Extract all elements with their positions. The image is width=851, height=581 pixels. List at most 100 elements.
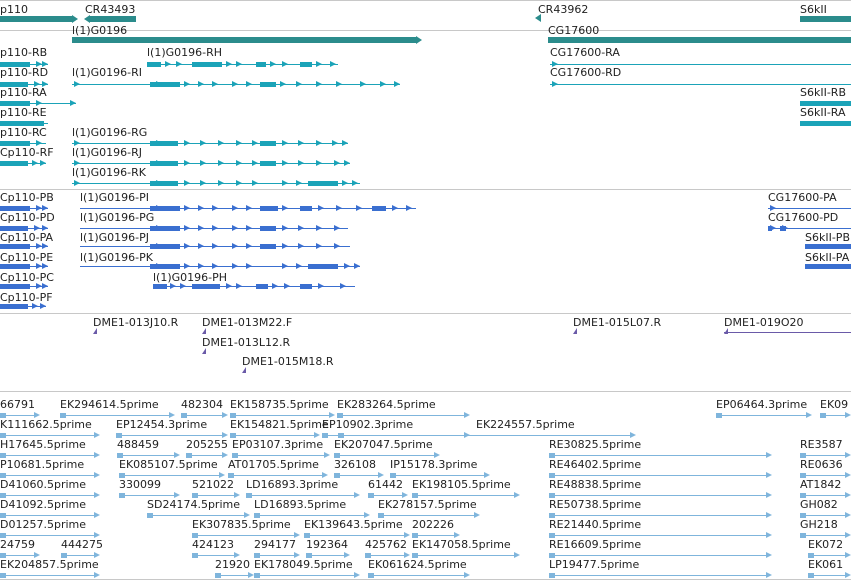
feature-label: IP15178.3prime (390, 458, 478, 471)
strand-arrow (766, 512, 772, 518)
strand-arrow (34, 552, 40, 558)
intron-line (0, 555, 36, 556)
feature-label: EK09 (820, 398, 849, 411)
strand-arrow (198, 243, 204, 249)
strand-arrow (316, 225, 322, 231)
clone-marker (242, 367, 246, 373)
exon-block (800, 513, 806, 518)
feature-label: l(1)G0196-RK (72, 166, 146, 179)
strand-arrow (94, 432, 100, 438)
feature-label: 424123 (192, 538, 234, 551)
strand-arrow (94, 472, 100, 478)
strand-arrow (184, 160, 190, 166)
strand-arrow (248, 572, 254, 578)
exon-block (390, 473, 396, 478)
intron-line (0, 535, 96, 536)
strand-arrow (212, 243, 218, 249)
intron-line (549, 515, 768, 516)
feature-label: l(1)G0196-RG (72, 126, 148, 139)
strand-arrow (344, 263, 350, 269)
exon-block (192, 62, 222, 67)
feature-label: 24759 (0, 538, 35, 551)
exon-block (119, 473, 125, 478)
strand-arrow (94, 512, 100, 518)
strand-arrow (392, 205, 398, 211)
intron-line (412, 495, 516, 496)
intron-line (60, 415, 171, 416)
strand-arrow (226, 283, 232, 289)
intron-line (72, 143, 348, 144)
exon-block (150, 82, 180, 87)
strand-arrow (298, 140, 304, 146)
exon-block (338, 433, 344, 438)
intron-line (549, 535, 768, 536)
feature-label: DME1-019O20 (724, 316, 804, 329)
intron-line (0, 575, 96, 576)
intron-line (306, 555, 346, 556)
strand-arrow (184, 180, 190, 186)
strand-arrow (402, 492, 408, 498)
strand-arrow (74, 180, 80, 186)
feature-label: DME1-013M22.F (202, 316, 293, 329)
strand-arrow (782, 225, 788, 231)
strand-arrow (74, 160, 80, 166)
feature-label: EP06464.3prime (716, 398, 808, 411)
strand-arrow (316, 61, 322, 67)
strand-arrow (314, 432, 320, 438)
strand-arrow (766, 472, 772, 478)
strand-arrow (156, 263, 162, 269)
intron-line (119, 475, 221, 476)
feature-label: Cp110-PB (0, 191, 54, 204)
exon-block (800, 533, 806, 538)
strand-arrow (36, 61, 42, 67)
feature-label: p110-RC (0, 126, 47, 139)
intron-line (549, 555, 768, 556)
exon-block (0, 533, 6, 538)
intron-line (0, 455, 96, 456)
strand-arrow (270, 61, 276, 67)
feature-label: Cp110-PC (0, 271, 54, 284)
strand-arrow (630, 432, 636, 438)
strand-arrow (234, 552, 240, 558)
exon-block (147, 513, 153, 518)
feature-label: S6kII-RA (800, 106, 846, 119)
exon-block (820, 413, 826, 418)
clone-marker (202, 348, 206, 354)
feature-label: l(1)G0196-PJ (80, 231, 150, 244)
feature-label: EK147058.5prime (412, 538, 511, 551)
strand-arrow (226, 61, 232, 67)
exon-block (117, 453, 123, 458)
exon-block (800, 493, 806, 498)
exon-block (0, 433, 6, 438)
feature-label: D01257.5prime (0, 518, 87, 531)
strand-arrow (219, 472, 225, 478)
exon-block (150, 226, 180, 231)
exon-block (412, 533, 418, 538)
strand-arrow (184, 81, 190, 87)
exon-block (549, 573, 555, 578)
intron-line (72, 183, 360, 184)
track-separator (0, 313, 851, 314)
strand-arrow (34, 225, 40, 231)
strand-arrow (246, 205, 252, 211)
feature-label: EK207047.5prime (334, 438, 433, 451)
exon-block (256, 62, 266, 67)
feature-label: EK204857.5prime (0, 558, 99, 571)
intron-line (116, 435, 224, 436)
strand-arrow (74, 81, 80, 87)
feature-label: EK283264.5prime (337, 398, 436, 411)
track-separator (0, 0, 851, 1)
strand-arrow (42, 81, 48, 87)
strand-arrow (845, 412, 851, 418)
strand-arrow (32, 303, 38, 309)
feature-label: RE21440.5prime (549, 518, 642, 531)
strand-arrow (232, 263, 238, 269)
intron-line (228, 475, 324, 476)
feature-label: l(1)G0196 (72, 24, 128, 37)
strand-arrow (184, 225, 190, 231)
intron-line (550, 84, 851, 85)
feature-label: l(1)G0196-RI (72, 66, 143, 79)
strand-arrow (766, 492, 772, 498)
exon-block (0, 284, 30, 289)
